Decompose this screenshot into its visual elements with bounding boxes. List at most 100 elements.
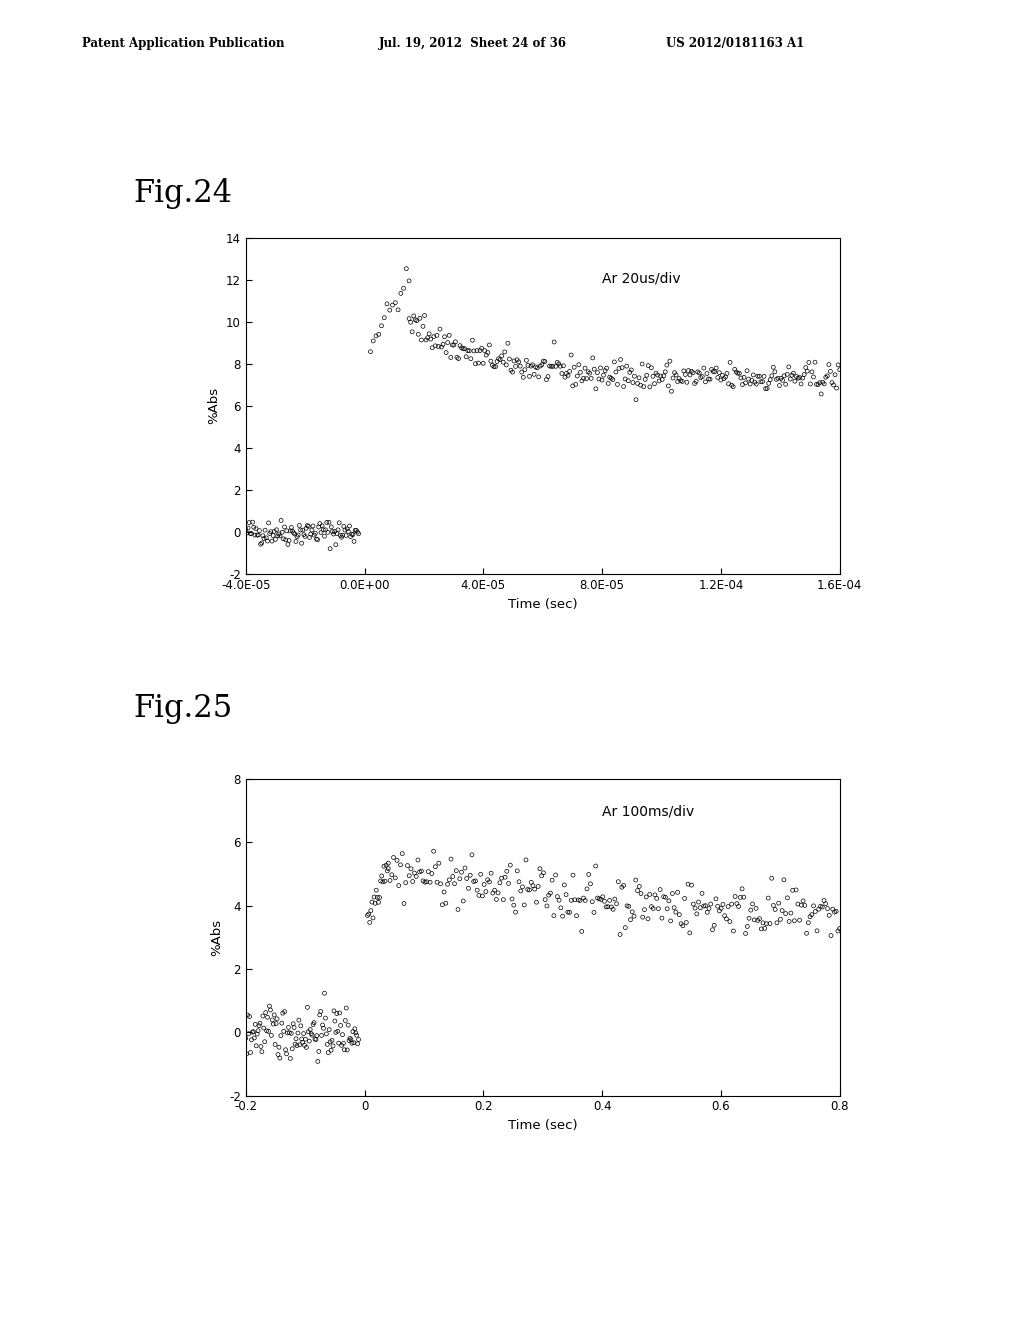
Point <box>666 898 682 919</box>
Point <box>777 374 794 395</box>
Point <box>307 1028 324 1049</box>
Point <box>342 1028 358 1049</box>
Point <box>595 364 611 385</box>
Point <box>517 359 534 380</box>
Point <box>475 352 492 374</box>
Point <box>811 372 827 393</box>
Point <box>606 888 623 909</box>
Point <box>685 362 701 383</box>
Point <box>278 529 294 550</box>
Point <box>344 524 360 545</box>
Point <box>258 1020 274 1041</box>
Point <box>438 342 455 363</box>
Point <box>633 883 649 904</box>
Point <box>549 886 565 907</box>
Point <box>610 871 627 892</box>
Point <box>402 858 419 879</box>
Point <box>439 333 456 354</box>
Point <box>570 890 587 911</box>
Point <box>597 360 613 381</box>
Point <box>286 523 302 544</box>
Point <box>285 1014 301 1035</box>
Point <box>309 529 326 550</box>
Point <box>326 1001 342 1022</box>
Point <box>412 308 428 329</box>
Point <box>743 370 760 391</box>
Point <box>472 341 488 362</box>
Point <box>415 870 431 891</box>
Point <box>665 367 681 388</box>
Point <box>583 368 599 389</box>
Point <box>645 898 662 919</box>
Point <box>300 1022 316 1043</box>
Point <box>308 1026 325 1047</box>
Point <box>694 366 711 387</box>
Point <box>467 870 483 891</box>
Point <box>683 875 699 896</box>
Point <box>613 876 630 898</box>
Point <box>360 903 377 924</box>
Point <box>312 521 329 543</box>
Point <box>287 1034 303 1055</box>
Point <box>820 354 837 375</box>
Point <box>690 891 707 912</box>
Point <box>670 882 686 903</box>
Point <box>745 364 762 385</box>
Point <box>400 271 418 292</box>
Point <box>457 338 473 359</box>
Point <box>560 364 577 385</box>
Point <box>289 1035 305 1056</box>
Point <box>429 325 445 346</box>
Point <box>379 293 395 314</box>
Point <box>346 531 362 552</box>
Point <box>531 858 548 879</box>
Point <box>374 315 390 337</box>
Point <box>255 1006 271 1027</box>
Point <box>695 895 712 916</box>
Point <box>284 517 300 539</box>
Point <box>532 355 549 376</box>
Point <box>439 874 456 895</box>
Point <box>251 520 267 541</box>
Point <box>322 1031 338 1052</box>
Point <box>497 867 513 888</box>
Point <box>643 896 659 917</box>
Point <box>410 849 426 870</box>
Point <box>315 519 332 540</box>
Point <box>426 326 442 347</box>
Point <box>553 898 569 919</box>
Point <box>345 1022 361 1043</box>
Point <box>301 527 317 548</box>
Point <box>311 513 328 535</box>
Point <box>739 916 756 937</box>
Point <box>261 523 278 544</box>
Point <box>253 1036 269 1057</box>
Point <box>327 1011 343 1032</box>
Point <box>350 1030 367 1051</box>
Point <box>247 1014 263 1035</box>
Point <box>326 524 342 545</box>
Point <box>280 533 296 554</box>
Point <box>563 345 580 366</box>
Point <box>442 347 459 368</box>
Point <box>240 517 256 539</box>
Point <box>776 366 793 387</box>
Point <box>459 869 475 890</box>
Point <box>305 1014 322 1035</box>
Point <box>665 883 681 904</box>
Point <box>257 520 273 541</box>
Point <box>730 363 746 384</box>
Point <box>542 355 558 376</box>
Point <box>732 887 749 908</box>
Point <box>304 520 321 541</box>
Point <box>635 907 651 928</box>
Point <box>513 880 529 902</box>
Point <box>518 350 535 371</box>
Point <box>808 374 824 395</box>
Point <box>419 871 435 892</box>
Point <box>524 354 541 375</box>
Point <box>457 858 473 879</box>
Point <box>325 1035 341 1056</box>
Point <box>483 862 500 883</box>
Point <box>484 883 501 904</box>
